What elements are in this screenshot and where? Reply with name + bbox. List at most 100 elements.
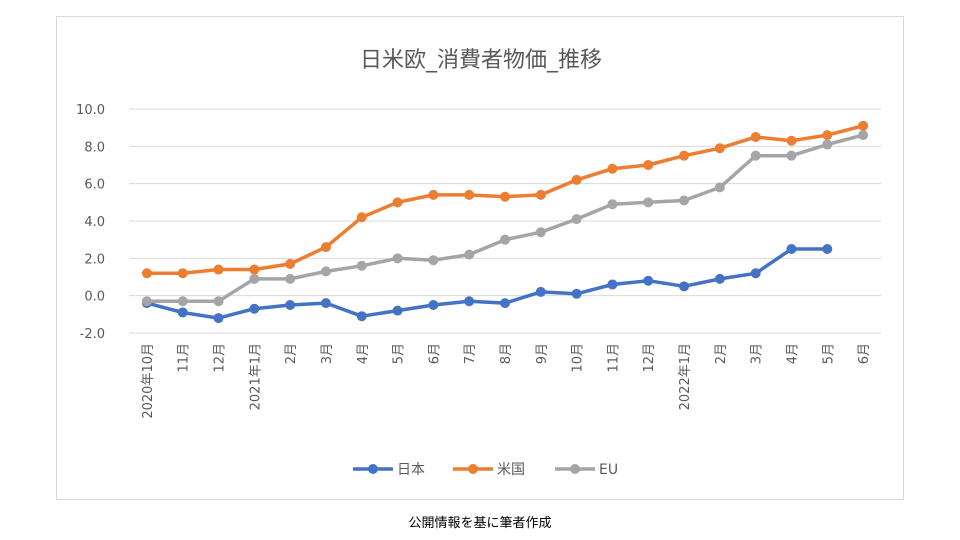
data-point bbox=[177, 307, 188, 318]
chart-area: 日米欧_消費者物価_推移 -2.0 0.0 2.0 4.0 6.0 8.0 10.0 202… bbox=[56, 16, 904, 500]
data-point bbox=[750, 150, 761, 161]
x-tick-label: 2月 bbox=[284, 343, 299, 364]
legend-item: EU bbox=[555, 462, 618, 478]
data-point bbox=[464, 296, 475, 307]
data-point bbox=[571, 288, 582, 299]
data-point bbox=[786, 244, 797, 254]
x-tick-label: 4月 bbox=[356, 343, 371, 364]
series bbox=[141, 120, 869, 324]
data-point bbox=[571, 214, 582, 225]
series-1 bbox=[141, 120, 869, 279]
data-point bbox=[750, 268, 761, 279]
data-point bbox=[177, 296, 188, 307]
data-point bbox=[714, 182, 725, 193]
data-point bbox=[320, 242, 331, 253]
x-tick-label: 12月 bbox=[213, 343, 228, 373]
y-tick-label: 8.0 bbox=[84, 140, 105, 155]
legend-item: 米国 bbox=[453, 462, 525, 478]
data-point bbox=[320, 298, 331, 309]
data-point bbox=[213, 296, 224, 307]
x-tick-label: 2020年10月 bbox=[141, 343, 156, 419]
series-0 bbox=[141, 244, 833, 324]
legend-marker bbox=[468, 464, 478, 474]
data-point bbox=[607, 279, 618, 290]
line-chart: 日米欧_消費者物価_推移 -2.0 0.0 2.0 4.0 6.0 8.0 10.0 202… bbox=[76, 48, 881, 478]
data-point bbox=[392, 305, 403, 316]
x-tick-label: 2022年1月 bbox=[678, 343, 693, 410]
data-point bbox=[750, 132, 761, 142]
x-tick-label: 5月 bbox=[392, 343, 407, 364]
x-tick-label: 9月 bbox=[535, 343, 550, 364]
legend-label: EU bbox=[599, 462, 618, 478]
data-point bbox=[141, 296, 152, 307]
data-point bbox=[285, 258, 296, 269]
x-tick-label: 8月 bbox=[499, 343, 514, 364]
data-point bbox=[535, 286, 546, 297]
data-point bbox=[356, 311, 367, 322]
data-point bbox=[356, 212, 367, 223]
data-point bbox=[213, 313, 224, 324]
data-point bbox=[141, 268, 152, 279]
data-point bbox=[285, 273, 296, 284]
data-point bbox=[500, 191, 510, 202]
data-point bbox=[392, 197, 403, 208]
legend: 日本 米国 EU bbox=[353, 462, 618, 478]
data-point bbox=[714, 143, 725, 154]
x-tick-label: 10月 bbox=[571, 343, 586, 373]
x-tick-label: 5月 bbox=[821, 343, 836, 364]
data-point bbox=[786, 135, 797, 146]
legend-label: 米国 bbox=[497, 462, 525, 478]
grid bbox=[129, 108, 881, 334]
chart-title: 日米欧_消費者物価_推移 bbox=[360, 48, 602, 73]
source-caption: 公開情報を基に筆者作成 bbox=[408, 516, 552, 531]
x-tick-label: 11月 bbox=[177, 343, 192, 373]
y-tick-label: 4.0 bbox=[84, 215, 105, 230]
x-tick-label: 4月 bbox=[785, 343, 800, 364]
y-axis: -2.0 0.0 2.0 4.0 6.0 8.0 10.0 bbox=[76, 103, 105, 342]
data-point bbox=[679, 195, 690, 206]
series-2 bbox=[141, 130, 869, 307]
data-point bbox=[786, 150, 797, 161]
data-point bbox=[822, 139, 833, 150]
x-tick-label: 12月 bbox=[642, 343, 657, 373]
data-point bbox=[714, 273, 725, 284]
data-point bbox=[428, 255, 439, 266]
data-point bbox=[643, 275, 654, 286]
data-point bbox=[535, 189, 546, 200]
data-point bbox=[285, 300, 296, 310]
legend-marker bbox=[368, 464, 378, 474]
data-point bbox=[643, 160, 654, 170]
data-point bbox=[464, 189, 475, 200]
data-point bbox=[500, 234, 510, 245]
y-tick-label: -2.0 bbox=[80, 327, 105, 342]
y-tick-label: 2.0 bbox=[84, 252, 105, 267]
data-point bbox=[858, 120, 869, 131]
data-point bbox=[643, 197, 654, 208]
legend-item: 日本 bbox=[353, 462, 425, 478]
data-point bbox=[392, 253, 403, 264]
x-tick-label: 11月 bbox=[606, 343, 621, 373]
y-tick-label: 10.0 bbox=[76, 103, 105, 118]
data-point bbox=[607, 199, 618, 210]
data-point bbox=[607, 163, 618, 174]
data-point bbox=[356, 260, 367, 271]
data-point bbox=[428, 300, 439, 310]
x-tick-label: 3月 bbox=[320, 343, 335, 364]
x-tick-label: 6月 bbox=[427, 343, 442, 364]
data-point bbox=[535, 227, 546, 238]
data-point bbox=[822, 130, 833, 141]
x-tick-label: 2月 bbox=[714, 343, 729, 364]
data-point bbox=[249, 303, 260, 314]
data-point bbox=[177, 268, 188, 279]
x-tick-label: 6月 bbox=[857, 343, 872, 364]
data-point bbox=[213, 264, 224, 275]
data-point bbox=[249, 273, 260, 284]
series-line bbox=[145, 247, 830, 320]
data-point bbox=[858, 130, 869, 141]
y-tick-label: 0.0 bbox=[84, 290, 105, 305]
y-tick-label: 6.0 bbox=[84, 178, 105, 193]
data-point bbox=[500, 298, 510, 309]
data-point bbox=[249, 264, 260, 275]
data-point bbox=[320, 266, 331, 277]
data-point bbox=[571, 174, 582, 185]
